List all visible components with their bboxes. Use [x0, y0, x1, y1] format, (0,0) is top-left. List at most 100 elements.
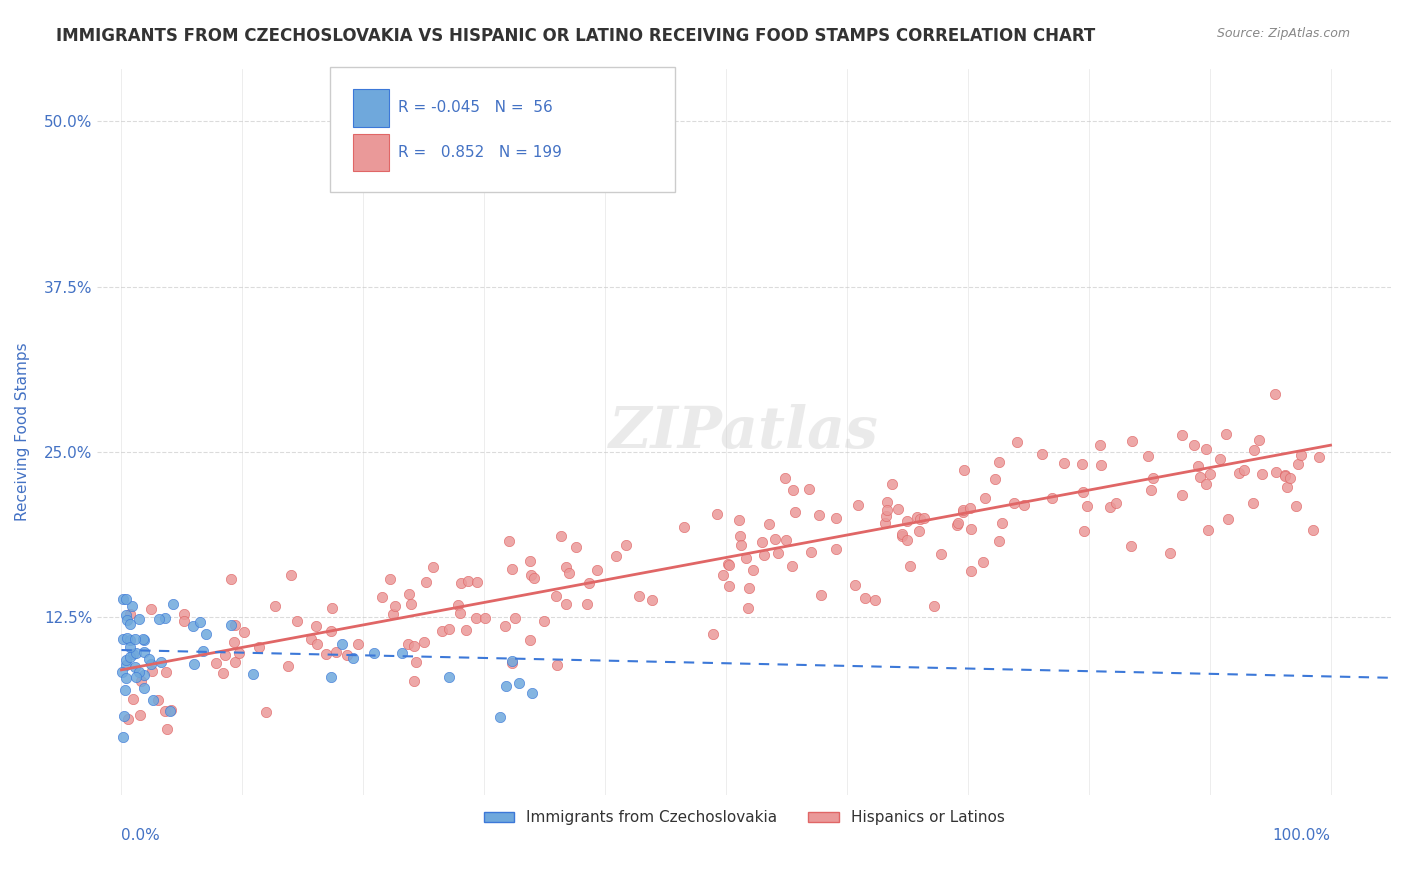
- Point: [138, 651, 160, 665]
- Point: [115, 613, 138, 627]
- Point: [873, 516, 896, 530]
- Point: [763, 533, 786, 547]
- Point: [1208, 452, 1230, 467]
- Point: [520, 567, 543, 582]
- Point: [132, 668, 155, 682]
- Point: [1250, 467, 1272, 482]
- Point: [702, 627, 724, 641]
- Point: [129, 708, 152, 723]
- Point: [501, 656, 523, 670]
- Point: [844, 578, 866, 592]
- Point: [450, 575, 472, 590]
- Point: [159, 703, 181, 717]
- Point: [280, 568, 302, 582]
- Point: [853, 591, 876, 606]
- Point: [173, 607, 195, 621]
- Point: [155, 665, 177, 679]
- Point: [641, 592, 664, 607]
- Point: [141, 665, 163, 679]
- Point: [134, 681, 156, 695]
- Point: [520, 686, 543, 700]
- Point: [224, 618, 246, 632]
- Point: [439, 670, 461, 684]
- Point: [614, 537, 637, 551]
- Point: [115, 653, 138, 667]
- Point: [876, 502, 898, 516]
- Point: [299, 632, 322, 646]
- Point: [1229, 466, 1251, 480]
- Point: [783, 505, 806, 519]
- Point: [494, 618, 516, 632]
- Point: [706, 507, 728, 521]
- Point: [233, 625, 256, 640]
- Point: [734, 550, 756, 565]
- Point: [508, 675, 530, 690]
- Point: [908, 524, 931, 538]
- Point: [886, 502, 908, 516]
- Point: [519, 554, 541, 568]
- Point: [882, 477, 904, 491]
- Point: [305, 619, 328, 633]
- Point: [346, 637, 368, 651]
- Point: [1005, 435, 1028, 450]
- Point: [153, 704, 176, 718]
- Point: [797, 482, 820, 496]
- Point: [550, 529, 572, 543]
- Point: [114, 608, 136, 623]
- Point: [305, 637, 328, 651]
- Point: [1243, 442, 1265, 457]
- Point: [155, 723, 177, 737]
- Point: [824, 511, 846, 525]
- Point: [972, 555, 994, 569]
- Point: [381, 607, 404, 621]
- Point: [112, 708, 135, 723]
- Point: [120, 632, 142, 647]
- Point: [150, 655, 173, 669]
- Point: [413, 635, 436, 649]
- Point: [988, 455, 1011, 469]
- Point: [112, 730, 135, 744]
- Point: [1274, 469, 1296, 483]
- Point: [959, 501, 981, 516]
- Point: [848, 499, 870, 513]
- Point: [1139, 483, 1161, 497]
- Point: [766, 546, 789, 560]
- Point: [741, 564, 763, 578]
- Point: [728, 513, 751, 527]
- Point: [336, 648, 359, 662]
- Point: [890, 529, 912, 543]
- Point: [782, 483, 804, 498]
- Point: [115, 591, 138, 606]
- Point: [125, 646, 148, 660]
- Legend: Immigrants from Czechoslovakia, Hispanics or Latinos: Immigrants from Czechoslovakia, Hispanic…: [478, 805, 1011, 831]
- Point: [1073, 524, 1095, 539]
- Point: [974, 491, 997, 506]
- Point: [159, 704, 181, 718]
- Point: [1121, 434, 1143, 448]
- Point: [404, 674, 426, 689]
- Point: [991, 516, 1014, 530]
- Point: [1171, 488, 1194, 502]
- Point: [1264, 387, 1286, 401]
- Point: [533, 614, 555, 628]
- Point: [132, 633, 155, 648]
- Point: [564, 540, 586, 554]
- Point: [519, 633, 541, 648]
- Point: [247, 640, 270, 654]
- Point: [896, 533, 918, 547]
- Point: [405, 655, 427, 669]
- Point: [952, 503, 974, 517]
- Point: [371, 590, 394, 604]
- Text: ZIPatlas: ZIPatlas: [609, 404, 879, 460]
- Point: [457, 574, 479, 588]
- Point: [415, 574, 437, 589]
- Point: [330, 637, 353, 651]
- Point: [922, 599, 945, 614]
- Text: 0.0%: 0.0%: [121, 828, 160, 843]
- Point: [807, 508, 830, 522]
- Point: [321, 601, 343, 615]
- Point: [1071, 457, 1094, 471]
- Point: [876, 495, 898, 509]
- Point: [430, 624, 453, 639]
- Point: [115, 671, 138, 685]
